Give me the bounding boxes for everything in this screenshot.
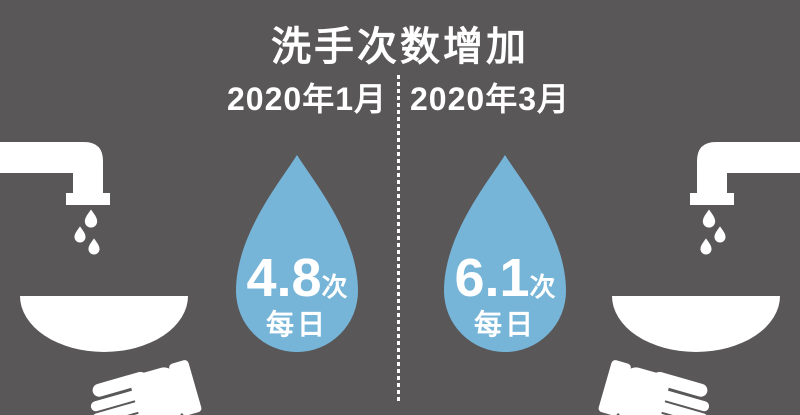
per-day-label-january: 每日 xyxy=(265,309,328,340)
value-january: 4.8 xyxy=(246,248,322,308)
handwashing-icon-left xyxy=(0,142,205,415)
unit-times-january: 次 xyxy=(321,272,348,302)
water-drop-march: 6.1次 每日 xyxy=(444,155,566,352)
period-label-jan-2020: 2020年1月 xyxy=(227,81,387,117)
handwashing-icon-right xyxy=(595,142,800,415)
water-drop-january: 4.8次 每日 xyxy=(236,155,358,352)
value-march: 6.1 xyxy=(454,248,530,308)
drop-value-block-january: 4.8次 每日 xyxy=(222,251,372,339)
vertical-dashed-divider xyxy=(397,75,400,401)
page-title: 洗手次数增加 xyxy=(271,25,529,69)
drop-value-block-march: 6.1次 每日 xyxy=(430,251,580,339)
period-label-mar-2020: 2020年3月 xyxy=(410,81,570,117)
per-day-label-march: 每日 xyxy=(473,309,536,340)
unit-times-march: 次 xyxy=(529,272,556,302)
